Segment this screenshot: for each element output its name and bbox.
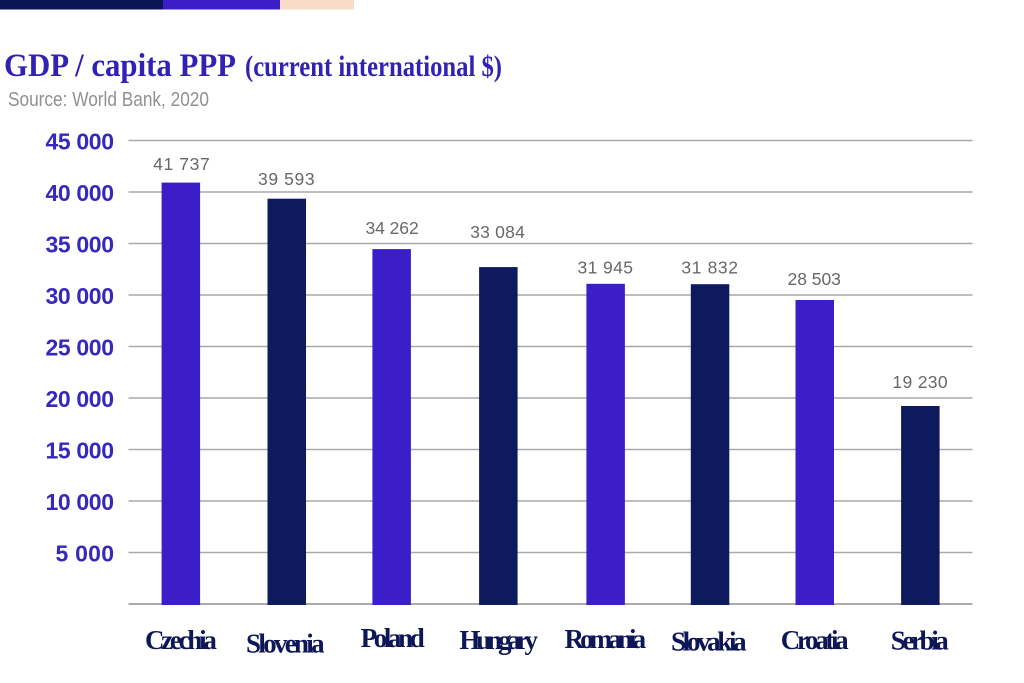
svg-text:Slovakia: Slovakia xyxy=(671,627,747,657)
svg-text:Serbia: Serbia xyxy=(891,626,950,656)
svg-text:5 000: 5 000 xyxy=(56,541,115,567)
svg-text:30 000: 30 000 xyxy=(46,283,115,309)
svg-text:34 262: 34 262 xyxy=(366,218,419,238)
svg-text:Croatia: Croatia xyxy=(781,625,849,655)
svg-text:10 000: 10 000 xyxy=(46,489,115,515)
svg-text:GDP / capita PPP: GDP / capita PPP xyxy=(4,48,236,84)
svg-text:Czechia: Czechia xyxy=(145,625,217,655)
svg-text:31 832: 31 832 xyxy=(681,258,738,278)
svg-text:(current international $): (current international $) xyxy=(245,51,502,83)
svg-text:20 000: 20 000 xyxy=(46,386,115,412)
svg-text:15 000: 15 000 xyxy=(46,438,115,464)
svg-text:39 593: 39 593 xyxy=(258,169,315,189)
svg-text:Slovenia: Slovenia xyxy=(246,628,325,658)
svg-text:Source: World Bank, 2020: Source: World Bank, 2020 xyxy=(8,89,209,111)
svg-text:Poland: Poland xyxy=(361,623,425,653)
svg-text:28 503: 28 503 xyxy=(788,269,841,289)
svg-text:35 000: 35 000 xyxy=(46,232,115,258)
svg-text:Hungary: Hungary xyxy=(459,625,538,655)
svg-text:45 000: 45 000 xyxy=(46,129,115,155)
svg-text:41 737: 41 737 xyxy=(153,154,210,174)
svg-text:25 000: 25 000 xyxy=(46,335,115,361)
svg-text:Romania: Romania xyxy=(565,624,647,654)
svg-text:31 945: 31 945 xyxy=(577,258,633,278)
svg-text:19 230: 19 230 xyxy=(892,372,947,392)
svg-text:33 084: 33 084 xyxy=(470,222,525,242)
svg-text:40 000: 40 000 xyxy=(46,180,115,206)
